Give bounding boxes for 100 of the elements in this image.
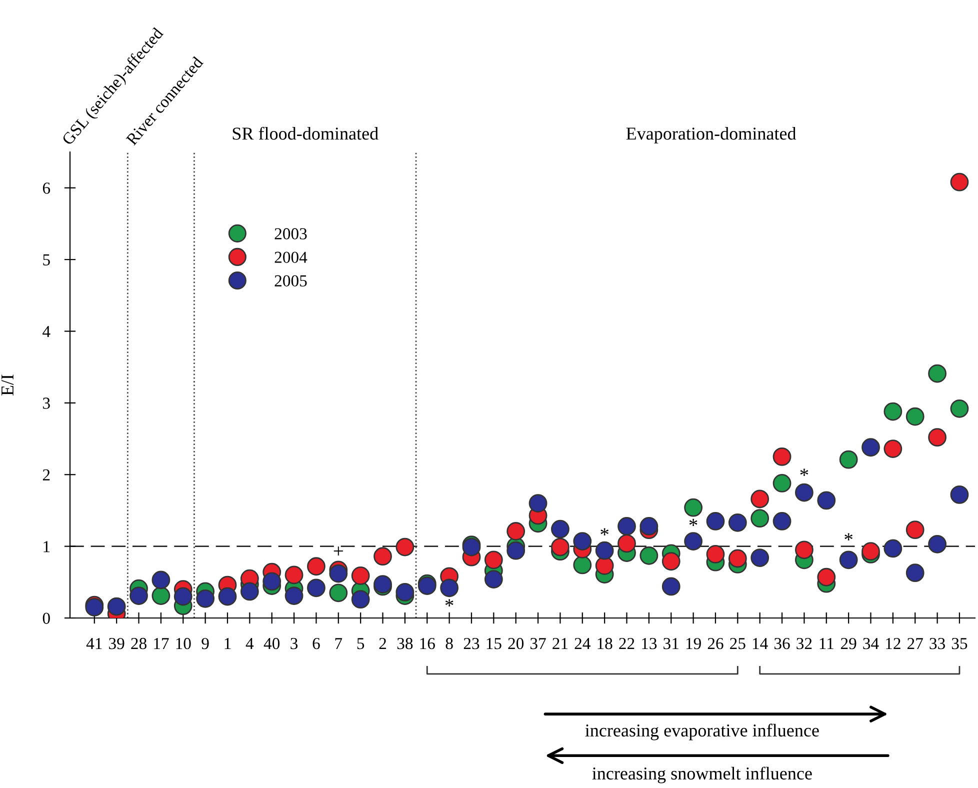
point (351, 566, 370, 585)
x-tick-label: 37 (530, 638, 546, 650)
x-tick-label: 17 (154, 638, 169, 650)
point (772, 512, 792, 530)
point (795, 483, 814, 502)
point (684, 498, 702, 517)
text: increasing snowmelt influence (592, 766, 812, 784)
x-tick-label: 34 (863, 638, 879, 650)
point (662, 552, 680, 571)
point (506, 541, 526, 560)
point (950, 172, 969, 192)
x-tick-label: 11 (820, 638, 834, 650)
point (484, 550, 503, 570)
x-tick-label: 36 (774, 638, 790, 650)
point (595, 541, 614, 560)
point (618, 517, 636, 536)
y-tick-label: 2 (42, 469, 50, 480)
x-tick-label: 31 (664, 638, 678, 650)
point (862, 438, 880, 457)
point (817, 491, 836, 510)
point (950, 399, 969, 418)
point (307, 578, 326, 598)
y-tick-label: 5 (43, 254, 50, 266)
point (396, 538, 414, 556)
x-tick-label: 9 (202, 638, 209, 650)
point (817, 568, 836, 586)
text: Evaporation-dominated (626, 127, 796, 144)
x-tick-label: 3 (290, 638, 298, 650)
point (772, 474, 792, 492)
point (551, 520, 570, 538)
y-tick-label: 6 (42, 182, 50, 194)
point (772, 447, 792, 466)
x-tick-label: 33 (930, 638, 945, 650)
text: SR flood-dominated (232, 126, 378, 140)
x-tick-label: 6 (312, 638, 320, 650)
point (573, 556, 592, 574)
point (884, 402, 902, 421)
point (484, 570, 503, 588)
annotation: + (334, 546, 343, 556)
point (418, 576, 436, 595)
x-tick-label: 12 (886, 638, 900, 650)
point (528, 494, 548, 512)
x-tick-label: 35 (952, 638, 968, 650)
x-tick-label: 25 (730, 638, 746, 650)
x-tick-label: 39 (109, 638, 124, 650)
point (884, 440, 902, 458)
annotation: * (800, 468, 808, 476)
annotation: * (844, 533, 852, 540)
x-tick-label: 27 (908, 638, 923, 650)
x-tick-label: 16 (420, 638, 435, 650)
point (440, 578, 458, 598)
x-tick-label: 32 (796, 638, 812, 650)
x-tick-label: 8 (446, 638, 453, 650)
point (284, 566, 304, 584)
point (950, 485, 969, 504)
x-tick-label: 21 (552, 638, 568, 650)
point (130, 586, 148, 605)
point (351, 590, 370, 609)
point (728, 549, 747, 568)
point (750, 548, 770, 567)
point (218, 587, 237, 606)
x-tick-label: 29 (840, 638, 856, 650)
y-tick-label: 4 (42, 326, 50, 338)
point (152, 570, 170, 590)
point (506, 522, 526, 540)
point (906, 520, 924, 540)
text: increasing evaporative influence (585, 724, 819, 740)
point (662, 577, 680, 596)
x-tick-label: 4 (246, 638, 254, 650)
y-tick-label: 0 (42, 612, 50, 624)
legend-label: 2005 (274, 275, 307, 287)
point (750, 490, 770, 508)
point (928, 428, 946, 447)
y-tick-label: 1 (44, 541, 50, 552)
point (595, 556, 614, 575)
legend-label: 2004 (274, 252, 308, 263)
point (174, 587, 192, 606)
point (107, 597, 126, 616)
point (728, 513, 747, 532)
point (906, 564, 924, 582)
point (396, 582, 414, 602)
x-tick-label: 38 (397, 638, 413, 650)
point (906, 407, 924, 426)
x-tick-label: 18 (598, 638, 612, 650)
y-tick-label: 3 (43, 398, 50, 409)
x-tick-label: 24 (574, 638, 590, 650)
legend-label: 2003 (274, 228, 307, 240)
point (684, 532, 702, 550)
point (85, 598, 104, 616)
point (196, 589, 215, 608)
x-tick-label: 26 (708, 638, 724, 650)
x-tick-label: 40 (264, 638, 280, 650)
x-tick-label: 1 (224, 638, 231, 650)
point (839, 550, 858, 570)
point (750, 509, 770, 528)
point (152, 586, 170, 605)
x-tick-label: 23 (464, 638, 480, 650)
annotation: * (445, 599, 454, 606)
point (284, 586, 304, 605)
annotation: * (689, 518, 698, 526)
